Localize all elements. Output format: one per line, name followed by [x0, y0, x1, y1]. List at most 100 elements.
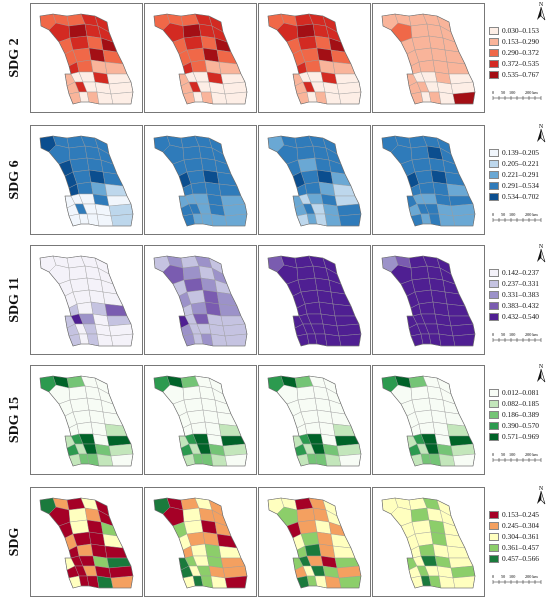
- scale-tick-label: 50: [501, 212, 505, 217]
- district-region: [182, 265, 202, 281]
- district-region: [410, 385, 430, 401]
- district-map: [153, 255, 248, 347]
- legend-swatch: [489, 422, 499, 430]
- province-outline: [39, 255, 134, 347]
- district-region: [224, 213, 248, 227]
- district-region: [102, 533, 124, 549]
- north-label: N: [539, 2, 544, 8]
- province-outline: [381, 375, 476, 467]
- district-map: [267, 255, 362, 347]
- map-panel-4: [372, 125, 485, 235]
- district-region: [338, 575, 362, 589]
- legend-item: 0.432–0.540: [489, 312, 550, 323]
- row-label-text: SDG 15: [7, 396, 22, 444]
- legend-swatch: [489, 400, 499, 408]
- north-arrow-icon: N: [537, 486, 546, 505]
- district-region: [444, 411, 466, 427]
- row-label-text: SDG 11: [7, 277, 22, 323]
- province-outline: [153, 375, 248, 467]
- district-region: [296, 507, 316, 523]
- map-panel-3: [258, 3, 371, 113]
- district-region: [452, 213, 476, 227]
- district-region: [446, 183, 470, 197]
- legend: N 0.142–0.237 0.237–0.331 0.331–0.383 0.383…: [489, 244, 550, 355]
- district-region: [330, 533, 352, 549]
- north-arrow-icon: N: [537, 2, 546, 21]
- district-region: [218, 61, 242, 75]
- district-region: [104, 303, 128, 317]
- district-region: [69, 277, 90, 293]
- scale-tick-label: 200 km: [525, 212, 538, 217]
- legend-swatch: [489, 302, 499, 310]
- district-region: [332, 61, 356, 75]
- legend-item: 0.304–0.361: [489, 532, 550, 543]
- district-region: [338, 333, 362, 347]
- legend-item: 0.153–0.290: [489, 37, 550, 48]
- district-region: [110, 453, 134, 467]
- district-region: [446, 303, 470, 317]
- district-region: [330, 49, 352, 65]
- sdg-row-3: SDG 11 N 0.142–0.237 0.237–0.331 0.331–0.3…: [0, 244, 550, 355]
- district-region: [183, 397, 204, 413]
- north-arrow-icon: N: [537, 364, 546, 383]
- district-map: [153, 135, 248, 227]
- legend-swatch: [489, 193, 499, 201]
- district-region: [418, 543, 436, 557]
- district-region: [338, 453, 362, 467]
- legend-item: 0.012–0.081: [489, 388, 550, 399]
- legend: N 0.030–0.153 0.153–0.290 0.290–0.372 0.372…: [489, 2, 550, 113]
- map-panel-1: [30, 125, 143, 235]
- province-outline: [267, 255, 362, 347]
- district-map: [39, 255, 134, 347]
- district-region: [216, 411, 238, 427]
- district-region: [183, 35, 204, 51]
- province-outline: [153, 135, 248, 227]
- province-outline: [267, 13, 362, 105]
- map-panel-4: [372, 245, 485, 355]
- district-region: [324, 333, 342, 347]
- district-region: [296, 23, 316, 39]
- sdg-row-1: SDG 2 N 0.030–0.153 0.153–0.290 0.290–0.37…: [0, 2, 550, 113]
- legend-item: 0.139–0.205: [489, 148, 550, 159]
- district-region: [216, 171, 238, 187]
- district-region: [332, 545, 356, 559]
- district-region: [69, 157, 90, 173]
- legend-swatch: [489, 27, 499, 35]
- district-region: [304, 421, 322, 435]
- district-region: [76, 543, 94, 557]
- map-panel-2: [144, 125, 257, 235]
- row-label: SDG 6: [0, 125, 30, 235]
- district-region: [438, 213, 456, 227]
- district-region: [218, 423, 242, 437]
- legend-swatch: [489, 389, 499, 397]
- legend-swatch: [489, 522, 499, 530]
- legend-item: 0.205–0.221: [489, 159, 550, 170]
- legend-swatch: [489, 544, 499, 552]
- district-region: [324, 213, 342, 227]
- district-region: [338, 91, 362, 105]
- legend-label: 0.290–0.372: [502, 48, 539, 57]
- legend-swatch: [489, 555, 499, 563]
- district-region: [418, 181, 436, 195]
- map-panel-2: [144, 3, 257, 113]
- row-label: SDG 11: [0, 245, 30, 355]
- district-region: [104, 545, 128, 559]
- district-region: [183, 277, 204, 293]
- district-region: [216, 49, 238, 65]
- district-region: [296, 385, 316, 401]
- district-region: [410, 507, 430, 523]
- district-region: [438, 453, 456, 467]
- district-region: [446, 545, 470, 559]
- district-region: [210, 91, 228, 105]
- district-region: [218, 545, 242, 559]
- district-region: [190, 181, 208, 195]
- legend-label: 0.372–0.535: [502, 59, 539, 68]
- district-region: [296, 265, 316, 281]
- district-map: [39, 13, 134, 105]
- legend-label: 0.304–0.361: [502, 532, 539, 541]
- legend-label: 0.139–0.205: [502, 148, 539, 157]
- district-map: [381, 255, 476, 347]
- district-region: [76, 421, 94, 435]
- district-map: [381, 375, 476, 467]
- legend-swatch: [489, 149, 499, 157]
